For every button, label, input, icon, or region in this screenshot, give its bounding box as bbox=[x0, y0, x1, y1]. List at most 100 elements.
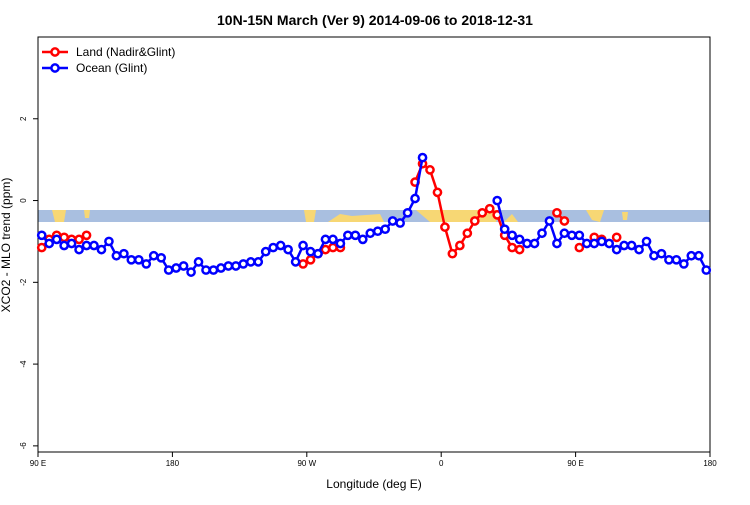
data-point bbox=[343, 230, 353, 241]
data-point bbox=[74, 234, 84, 245]
data-point bbox=[59, 232, 69, 243]
data-point bbox=[223, 261, 234, 271]
y-axis-label: XCO2 - MLO trend (ppm) bbox=[0, 178, 13, 313]
data-point bbox=[253, 257, 264, 267]
x-axis-label: Longitude (deg E) bbox=[326, 477, 421, 491]
data-point bbox=[141, 259, 152, 269]
data-point bbox=[74, 244, 84, 255]
data-point bbox=[492, 195, 503, 206]
data-point bbox=[320, 234, 331, 245]
chart-title: 10N-15N March (Ver 9) 2014-09-06 to 2018… bbox=[217, 12, 533, 28]
data-point bbox=[626, 240, 637, 251]
data-point bbox=[701, 265, 712, 275]
data-point bbox=[664, 254, 674, 265]
data-point bbox=[559, 228, 570, 239]
data-point bbox=[395, 218, 405, 228]
y-tick-label: -4 bbox=[19, 360, 28, 368]
data-point bbox=[447, 248, 458, 259]
data-point bbox=[36, 242, 47, 253]
legend-label: Ocean (Glint) bbox=[76, 61, 147, 75]
data-point bbox=[238, 259, 249, 269]
data-point bbox=[611, 232, 622, 243]
data-point bbox=[260, 246, 271, 257]
data-point bbox=[81, 230, 92, 241]
data-point bbox=[425, 165, 435, 175]
data-point bbox=[328, 242, 338, 253]
land-patch bbox=[586, 210, 604, 222]
data-point bbox=[216, 263, 226, 273]
x-tick-label: 90 W bbox=[297, 459, 316, 468]
data-point bbox=[44, 238, 55, 249]
data-point bbox=[328, 234, 338, 245]
data-point bbox=[380, 224, 391, 235]
data-point bbox=[619, 240, 629, 251]
data-point bbox=[634, 244, 644, 255]
data-point bbox=[440, 222, 450, 232]
data-point bbox=[133, 254, 144, 265]
data-point bbox=[402, 207, 413, 218]
data-point bbox=[477, 207, 488, 218]
data-point bbox=[36, 230, 47, 241]
data-point bbox=[656, 248, 667, 259]
data-point bbox=[208, 265, 219, 275]
data-point bbox=[372, 226, 383, 237]
land-patch bbox=[504, 214, 518, 222]
data-point bbox=[544, 216, 555, 226]
data-point bbox=[96, 244, 107, 255]
land-patch bbox=[84, 210, 90, 218]
data-point bbox=[119, 248, 129, 259]
data-point bbox=[163, 265, 174, 275]
land-patch bbox=[328, 214, 384, 222]
data-point bbox=[283, 244, 293, 255]
data-point bbox=[335, 238, 346, 249]
data-point bbox=[641, 236, 652, 247]
land-patch bbox=[52, 210, 66, 222]
data-point bbox=[671, 254, 682, 265]
data-point bbox=[201, 265, 211, 275]
data-point bbox=[387, 216, 398, 226]
data-point bbox=[290, 257, 301, 267]
data-point bbox=[298, 240, 308, 251]
data-point bbox=[148, 250, 159, 261]
legend-label: Land (Nadir&Glint) bbox=[76, 45, 175, 59]
data-point bbox=[581, 238, 592, 249]
map-strip bbox=[38, 210, 710, 222]
data-point bbox=[499, 224, 510, 235]
data-point bbox=[350, 230, 361, 241]
data-point bbox=[679, 259, 689, 269]
data-point bbox=[589, 238, 600, 249]
data-point bbox=[686, 250, 697, 261]
data-point bbox=[693, 250, 704, 261]
data-point bbox=[111, 250, 122, 261]
data-point bbox=[51, 234, 62, 245]
data-point bbox=[574, 230, 585, 241]
data-point bbox=[231, 261, 241, 271]
data-point bbox=[522, 238, 532, 249]
data-point bbox=[178, 261, 189, 271]
data-point bbox=[66, 238, 77, 249]
land-patch bbox=[304, 210, 316, 222]
data-point bbox=[126, 254, 137, 265]
data-point bbox=[89, 240, 99, 251]
data-point bbox=[484, 203, 495, 214]
data-point bbox=[559, 216, 570, 226]
data-point bbox=[417, 152, 428, 163]
data-point bbox=[305, 254, 316, 265]
data-point bbox=[507, 230, 517, 241]
data-point bbox=[245, 257, 256, 267]
data-point bbox=[275, 240, 286, 251]
data-point bbox=[193, 257, 204, 267]
data-point bbox=[507, 242, 517, 253]
x-tick-label: 180 bbox=[166, 459, 180, 468]
data-point bbox=[298, 259, 308, 269]
data-point bbox=[611, 244, 622, 255]
data-point bbox=[574, 242, 585, 253]
x-tick-label: 180 bbox=[703, 459, 717, 468]
y-tick-label: 2 bbox=[19, 116, 28, 121]
data-point bbox=[104, 236, 114, 247]
land-patch bbox=[622, 212, 628, 220]
data-point bbox=[469, 216, 480, 226]
data-point bbox=[552, 238, 562, 249]
data-point bbox=[514, 234, 525, 245]
